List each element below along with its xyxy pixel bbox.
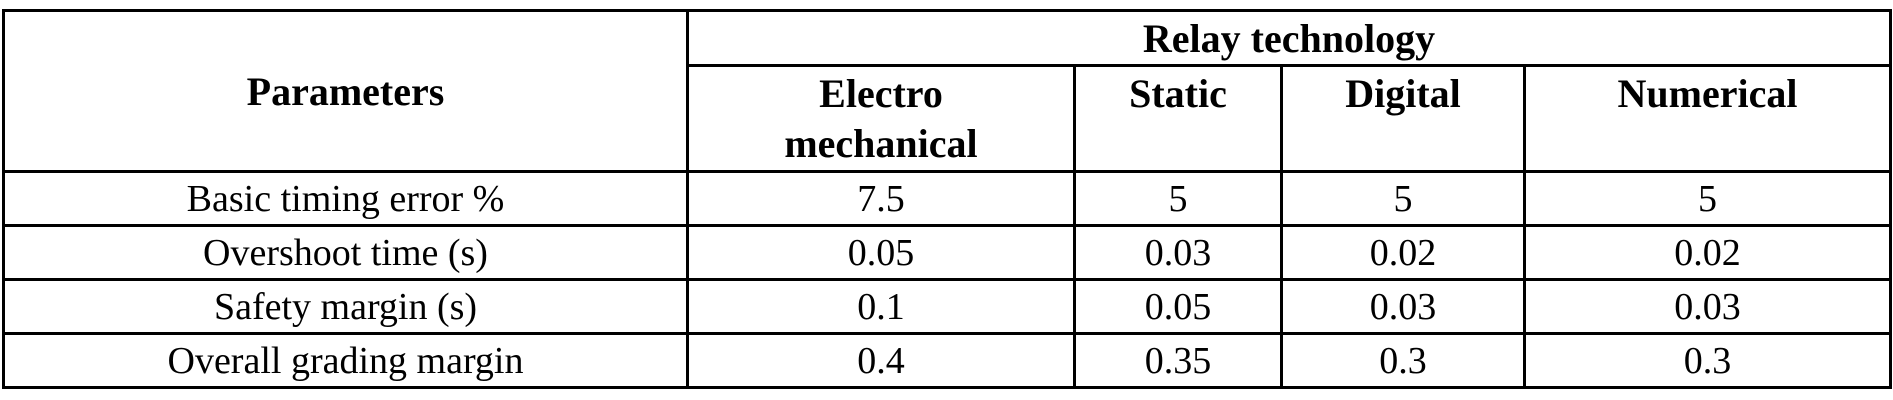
parameters-header: Parameters — [2, 9, 689, 173]
cell-value: 0.4 — [686, 332, 1076, 389]
group-header-row: Parameters Relay technology — [2, 9, 1892, 173]
column-header-static: Static — [1073, 64, 1283, 173]
row-label: Overshoot time (s) — [2, 224, 689, 281]
row-label: Basic timing error % — [2, 170, 689, 227]
cell-value: 5 — [1523, 170, 1892, 227]
cell-value: 0.02 — [1280, 224, 1526, 281]
cell-value: 7.5 — [686, 170, 1076, 227]
column-header-electro-mechanical: Electro mechanical — [686, 64, 1076, 173]
cell-value: 0.03 — [1523, 278, 1892, 335]
row-label: Safety margin (s) — [2, 278, 689, 335]
cell-value: 0.35 — [1073, 332, 1283, 389]
table-row-safety-margin: Safety margin (s) 0.1 0.05 0.03 0.03 — [2, 278, 1892, 335]
cell-value: 0.05 — [686, 224, 1076, 281]
cell-value: 0.3 — [1523, 332, 1892, 389]
cell-value: 0.02 — [1523, 224, 1892, 281]
cell-value: 0.3 — [1280, 332, 1526, 389]
cell-value: 0.1 — [686, 278, 1076, 335]
cell-value: 0.05 — [1073, 278, 1283, 335]
table-row-basic-timing-error: Basic timing error % 7.5 5 5 5 — [2, 170, 1892, 227]
cell-value: 0.03 — [1280, 278, 1526, 335]
relay-technology-group-header: Relay technology — [686, 9, 1892, 67]
cell-value: 5 — [1280, 170, 1526, 227]
column-header-digital: Digital — [1280, 64, 1526, 173]
table-row-overshoot-time: Overshoot time (s) 0.05 0.03 0.02 0.02 — [2, 224, 1892, 281]
cell-value: 0.03 — [1073, 224, 1283, 281]
relay-technology-table: Parameters Relay technology Electro mech… — [2, 9, 1892, 389]
table-row-overall-grading-margin: Overall grading margin 0.4 0.35 0.3 0.3 — [2, 332, 1892, 389]
row-label: Overall grading margin — [2, 332, 689, 389]
column-header-numerical: Numerical — [1523, 64, 1892, 173]
cell-value: 5 — [1073, 170, 1283, 227]
column-header-row: Electro mechanical Static Digital Numeri… — [4, 64, 1892, 173]
